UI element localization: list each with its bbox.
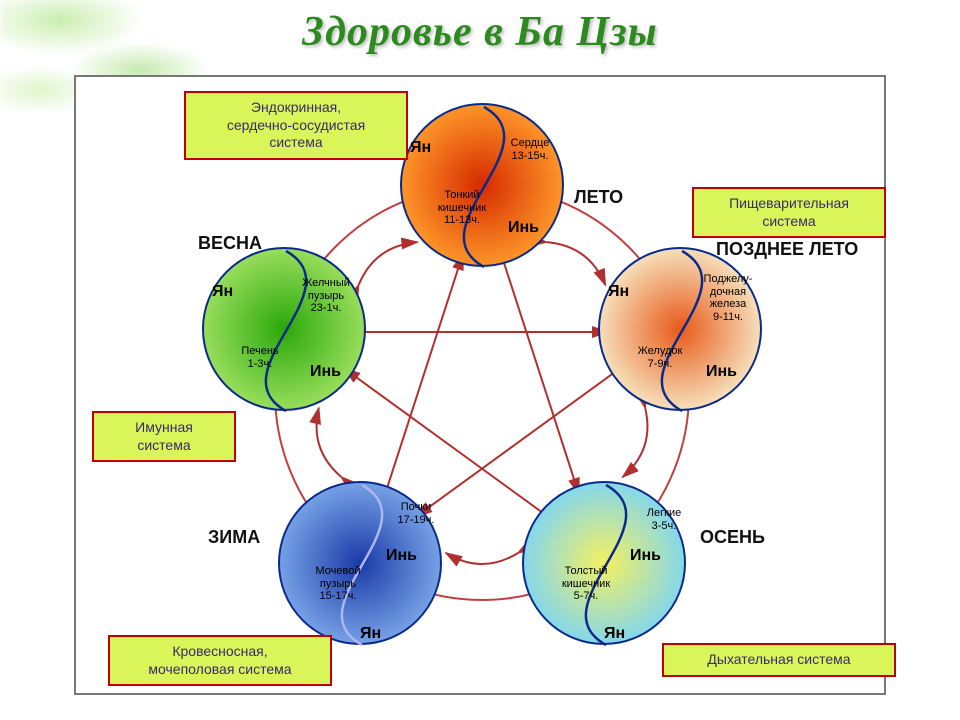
organ-summer-yang: Сердце13-15ч.: [490, 137, 570, 162]
yin-label-late-summer: Инь: [706, 363, 737, 381]
page-title: Здоровье в Ба Цзы: [0, 8, 960, 56]
element-autumn: [522, 481, 686, 645]
organ-late-summer-yin: Желудок7-9ч.: [620, 345, 700, 370]
yin-label-summer: Инь: [508, 219, 539, 237]
yang-label-autumn: Ян: [604, 625, 625, 643]
organ-winter-yin: Мочевойпузырь15-17ч.: [298, 565, 378, 603]
organ-autumn-yin: Толстыйкишечник5-7ч.: [546, 565, 626, 603]
info-box-endocrine: Эндокринная,сердечно-сосудистаясистема: [184, 91, 408, 160]
yang-label-spring: Ян: [212, 283, 233, 301]
info-box-blood: Кровесносная,мочеполовая система: [108, 635, 332, 686]
element-spring: [202, 247, 366, 411]
info-box-immune: Имуннаясистема: [92, 411, 236, 462]
organ-winter-yang: Почки17-19ч.: [376, 501, 456, 526]
yang-label-winter: Ян: [360, 625, 381, 643]
organ-late-summer-yang: Поджелу-дочнаяжелеза9-11ч.: [688, 273, 768, 324]
season-label-summer: ЛЕТО: [574, 187, 623, 208]
organ-spring-yin: Печень1-3ч.: [220, 345, 300, 370]
organ-autumn-yang: Легкие3-5ч.: [624, 507, 704, 532]
info-box-digestive: Пищеварительнаясистема: [692, 187, 886, 238]
organ-summer-yin: Тонкийкишечник11-13ч.: [422, 189, 502, 227]
season-label-winter: ЗИМА: [208, 527, 260, 548]
yang-label-summer: Ян: [410, 139, 431, 157]
season-label-autumn: ОСЕНЬ: [700, 527, 765, 548]
diagram-frame: ЛЕТО Ян Инь Сердце13-15ч. Тонкийкишечник11-1…: [74, 75, 886, 695]
info-box-breathing: Дыхательная система: [662, 643, 896, 677]
yin-label-winter: Инь: [386, 547, 417, 565]
yang-label-late-summer: Ян: [608, 283, 629, 301]
season-label-spring: ВЕСНА: [198, 233, 262, 254]
yin-label-autumn: Инь: [630, 547, 661, 565]
element-summer: [400, 103, 564, 267]
organ-spring-yang: Желчныйпузырь23-1ч.: [286, 277, 366, 315]
yin-label-spring: Инь: [310, 363, 341, 381]
season-label-late-summer: ПОЗДНЕЕ ЛЕТО: [716, 239, 858, 260]
element-late-summer: [598, 247, 762, 411]
